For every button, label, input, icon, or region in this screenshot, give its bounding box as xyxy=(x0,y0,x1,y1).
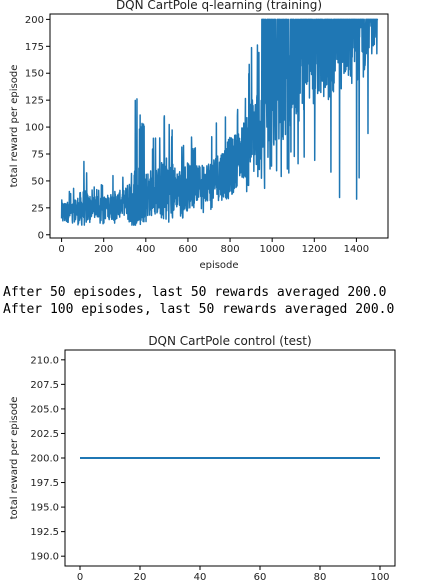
series-line xyxy=(60,18,379,226)
x-tick-label: 400 xyxy=(136,244,155,255)
chart-title: DQN CartPole control (test) xyxy=(148,334,311,348)
x-tick-label: 1400 xyxy=(344,244,369,255)
x-axis-label: episode xyxy=(199,260,238,271)
y-tick-label: 195.0 xyxy=(30,503,59,514)
x-tick-label: 200 xyxy=(94,244,113,255)
y-tick-label: 192.5 xyxy=(30,527,59,538)
y-axis-label: total reward per episode xyxy=(9,65,20,188)
x-tick-label: 600 xyxy=(178,244,197,255)
y-tick-label: 190.0 xyxy=(30,552,59,563)
x-tick-label: 80 xyxy=(314,572,327,583)
x-tick-label: 0 xyxy=(58,244,64,255)
y-tick-label: 75 xyxy=(31,150,44,161)
plot-frame xyxy=(64,349,396,567)
y-tick-label: 200 xyxy=(25,15,44,26)
y-tick-label: 202.5 xyxy=(30,429,59,440)
training-chart: DQN CartPole q-learning (training) 0 200 40… xyxy=(9,0,389,271)
console-output: After 50 episodes, last 50 rewards avera… xyxy=(3,284,394,318)
y-tick-label: 205.0 xyxy=(30,404,59,415)
y-tick-label: 150 xyxy=(25,69,44,80)
x-tick-label: 40 xyxy=(194,572,207,583)
y-tick-label: 210.0 xyxy=(30,355,59,366)
y-tick-label: 25 xyxy=(31,203,44,214)
x-tick-label: 20 xyxy=(134,572,147,583)
test-chart: DQN CartPole control (test) 0 20 40 60 80 100 1… xyxy=(9,334,396,583)
y-tick-label: 100 xyxy=(25,123,44,134)
x-tick-label: 800 xyxy=(221,244,240,255)
y-axis-label: total reward per episode xyxy=(9,397,20,520)
chart-title: DQN CartPole q-learning (training) xyxy=(116,0,322,12)
output-line: After 50 episodes, last 50 rewards avera… xyxy=(3,285,387,300)
x-tick-label: 60 xyxy=(254,572,267,583)
plot-frame xyxy=(49,13,389,239)
x-tick-label: 100 xyxy=(370,572,389,583)
y-tick-label: 50 xyxy=(31,176,44,187)
x-tick-label: 0 xyxy=(77,572,83,583)
x-tick-label: 1000 xyxy=(259,244,284,255)
output-line: After 100 episodes, last 50 rewards aver… xyxy=(3,302,395,317)
y-tick-label: 207.5 xyxy=(30,380,59,391)
y-tick-label: 200.0 xyxy=(30,454,59,465)
y-tick-label: 175 xyxy=(25,42,44,53)
y-tick-label: 197.5 xyxy=(30,478,59,489)
x-tick-label: 1200 xyxy=(302,244,327,255)
y-tick-label: 125 xyxy=(25,96,44,107)
y-tick-label: 0 xyxy=(38,230,44,241)
